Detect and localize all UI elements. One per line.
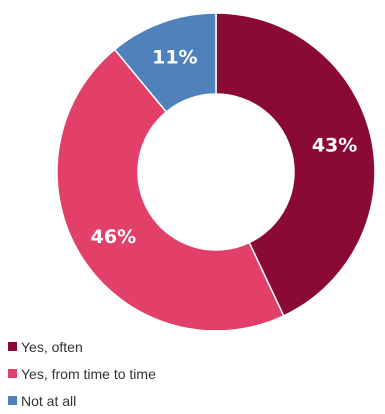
legend-item-yes-often: Yes, often: [8, 333, 156, 360]
legend-swatch-not-at-all: [8, 396, 17, 405]
slice-label-not-at-all: 11%: [152, 47, 197, 69]
slice-labels: 43% 46% 11%: [91, 47, 358, 248]
legend-label-yes-often: Yes, often: [21, 338, 83, 355]
slice-label-yes-often: 43%: [312, 134, 357, 156]
legend-swatch-yes-from-time-to-time: [8, 369, 17, 378]
donut-slices: [56, 12, 376, 330]
legend-item-not-at-all: Not at all: [8, 387, 156, 414]
legend-swatch-yes-often: [8, 342, 17, 351]
donut-chart: 43% 46% 11%: [56, 12, 376, 330]
slice-label-yes-from-time-to-time: 46%: [91, 226, 136, 248]
legend-label-not-at-all: Not at all: [21, 392, 77, 409]
slice-yes-often: [215, 12, 376, 317]
legend-label-yes-from-time-to-time: Yes, from time to time: [21, 365, 156, 382]
slice-yes-from-time-to-time: [56, 48, 285, 330]
chart-legend: Yes, often Yes, from time to time Not at…: [8, 333, 156, 414]
slice-not-at-all: [113, 12, 217, 113]
legend-item-yes-from-time-to-time: Yes, from time to time: [8, 360, 156, 387]
